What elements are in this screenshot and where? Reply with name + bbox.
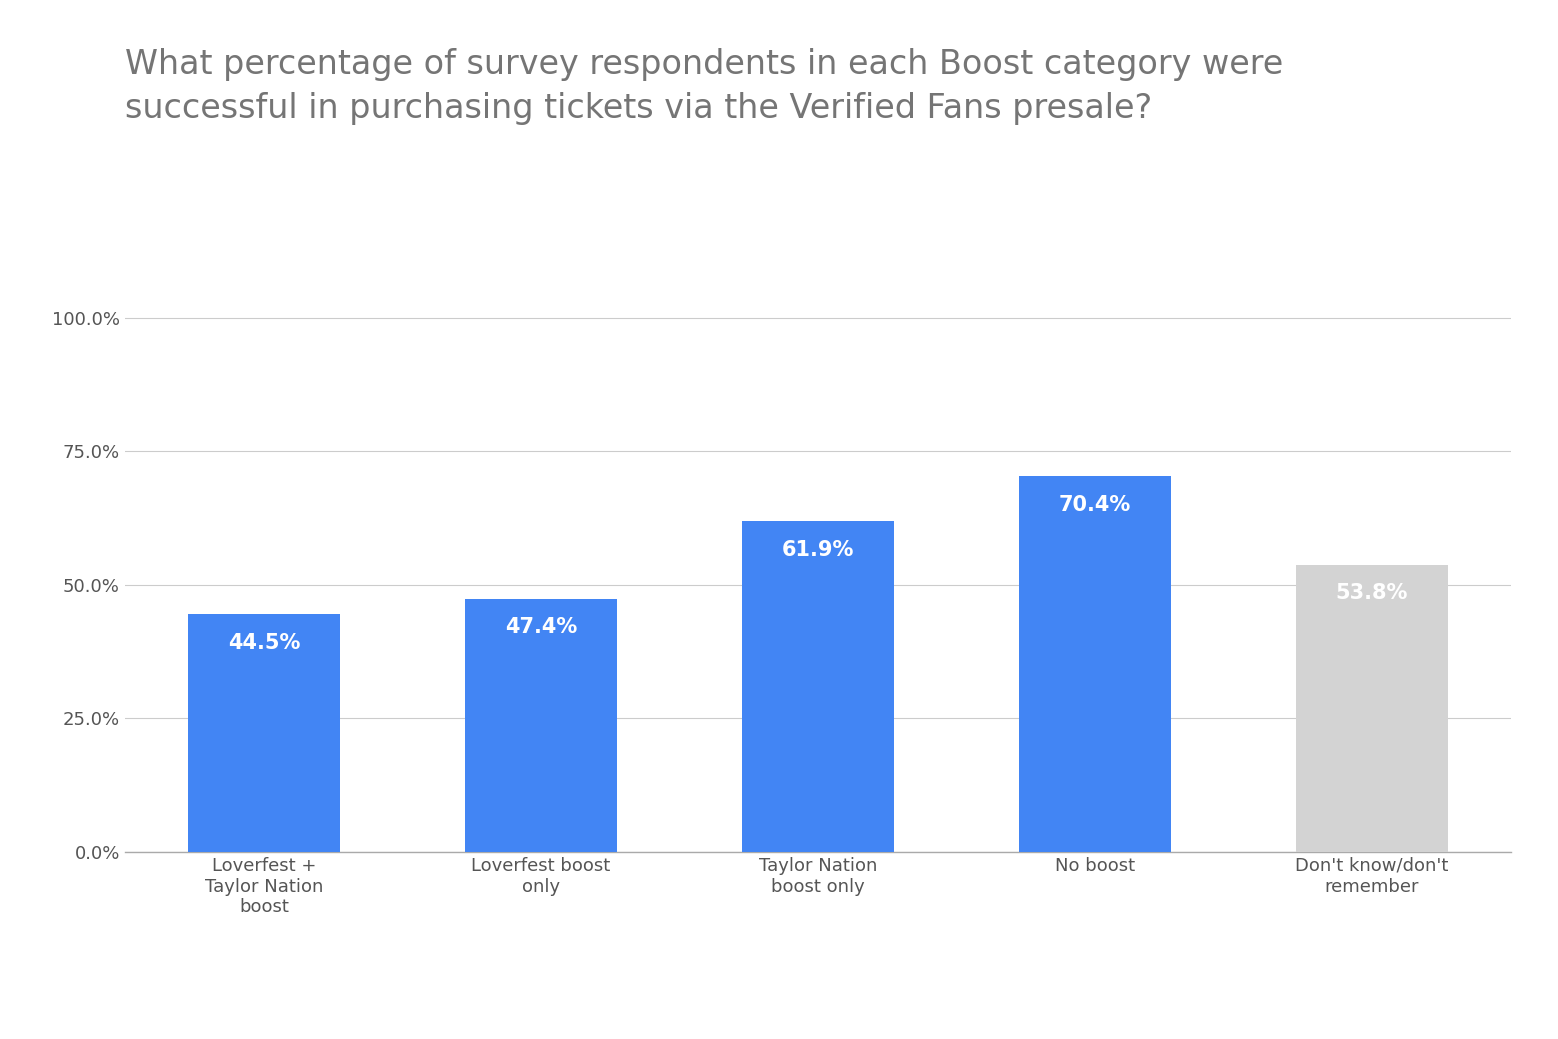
Text: 53.8%: 53.8% [1335, 583, 1408, 604]
Text: What percentage of survey respondents in each Boost category were
successful in : What percentage of survey respondents in… [125, 48, 1282, 125]
Bar [464, 598, 617, 852]
Bar [1296, 564, 1449, 852]
Bar [187, 614, 340, 852]
Text: 70.4%: 70.4% [1059, 495, 1131, 514]
Text: 44.5%: 44.5% [227, 633, 301, 652]
Bar [742, 522, 894, 852]
Bar [1019, 476, 1172, 852]
Text: 61.9%: 61.9% [782, 540, 854, 560]
Text: 47.4%: 47.4% [505, 617, 576, 637]
